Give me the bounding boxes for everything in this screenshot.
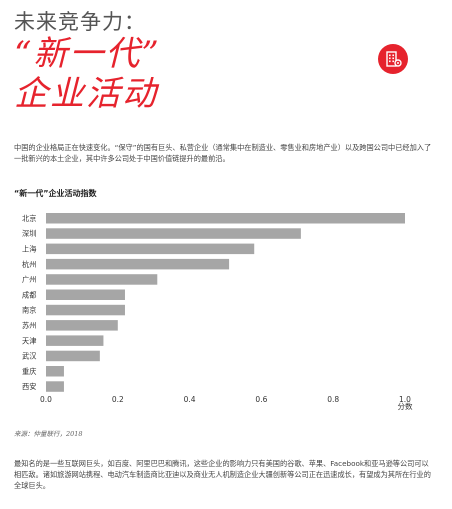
category-label-1: 深圳 xyxy=(22,229,36,238)
bar-9 xyxy=(46,350,100,362)
bar-8 xyxy=(46,335,104,346)
building-icon-badge xyxy=(378,44,408,74)
x-tick-label-0: 0.0 xyxy=(40,395,52,404)
category-label-3: 杭州 xyxy=(22,260,36,269)
category-label-4: 广州 xyxy=(22,275,36,284)
outro-paragraph: 最知名的是一些互联网巨头，如百度、阿里巴巴和腾讯，这些企业的影响力只有美国的谷歌… xyxy=(14,459,431,490)
category-label-8: 天津 xyxy=(22,336,36,345)
category-label-2: 上海 xyxy=(22,244,36,253)
bar-7 xyxy=(46,320,118,331)
bar-2 xyxy=(46,243,255,255)
source-note: 来源：仲量联行，2018 xyxy=(14,430,83,438)
x-axis-label: 分数 xyxy=(398,401,413,411)
bar-5 xyxy=(46,289,125,300)
chart-title: “新一代”企业活动指数 xyxy=(14,189,97,198)
category-label-0: 北京 xyxy=(22,214,36,223)
bar-0 xyxy=(46,213,405,224)
category-label-7: 苏州 xyxy=(22,321,36,330)
x-tick-label-2: 0.4 xyxy=(184,395,196,404)
category-label-9: 武汉 xyxy=(22,352,36,361)
x-tick-label-4: 0.8 xyxy=(327,395,339,404)
building-icon xyxy=(386,51,402,67)
x-tick-label-3: 0.6 xyxy=(255,395,267,404)
category-label-11: 西安 xyxy=(22,382,36,391)
bar-1 xyxy=(46,228,301,239)
category-label-5: 成都 xyxy=(22,290,36,299)
intro-paragraph: 中国的企业格局正在快速变化。“保守”的国有巨头、私营企业（通常集中在制造业、零售… xyxy=(14,143,432,163)
bar-6 xyxy=(46,304,125,316)
x-tick-label-5: 1.0 xyxy=(399,395,411,404)
category-label-6: 南京 xyxy=(22,306,36,315)
x-tick-label-1: 0.2 xyxy=(112,395,124,404)
bar-3 xyxy=(46,258,230,270)
bar-11 xyxy=(46,381,64,392)
subtitle-line-1: “新一代” xyxy=(14,34,161,74)
subtitle-line-2: 企业活动 xyxy=(14,74,158,114)
page-subtitle: “新一代” 企业活动 xyxy=(14,34,161,114)
bar-4 xyxy=(46,274,158,285)
page-title: 未来竞争力： xyxy=(14,10,146,34)
bar-10 xyxy=(46,366,64,377)
category-label-10: 重庆 xyxy=(22,367,36,376)
